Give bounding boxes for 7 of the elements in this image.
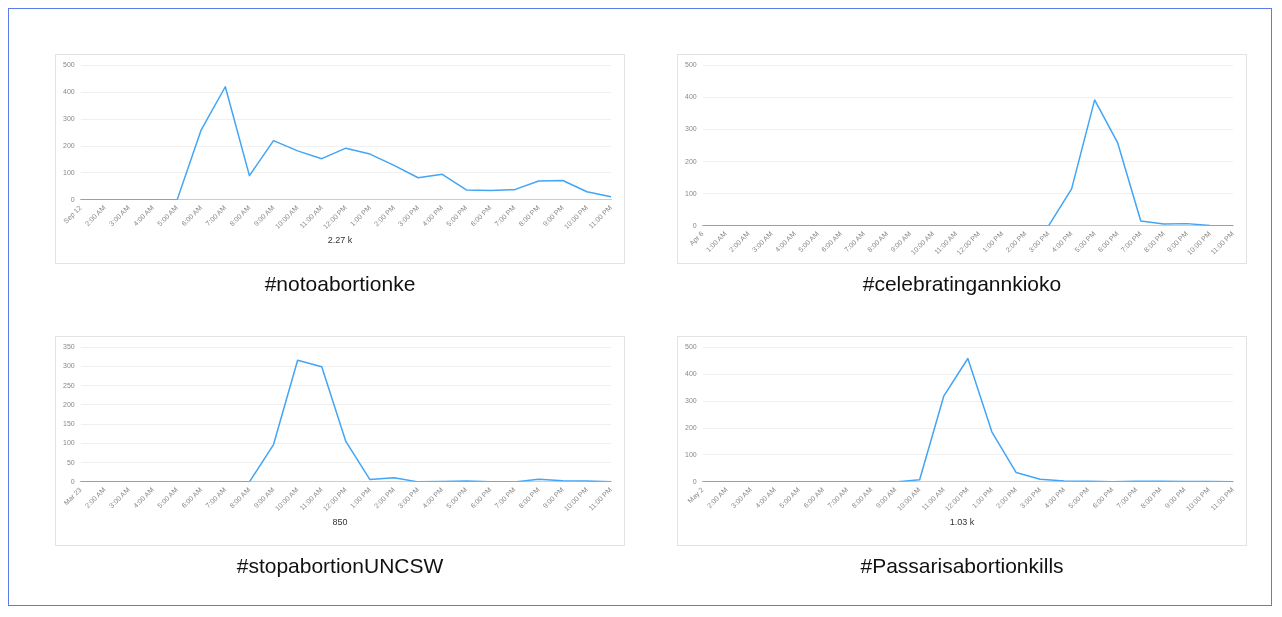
text: 1.03 k [949, 517, 975, 527]
text: #stopabortionUNCSW [236, 554, 444, 578]
text: 2.27 k [327, 235, 353, 245]
text: #celebratingannkioko [862, 272, 1062, 296]
text: #notoabortionke [264, 272, 416, 296]
text: 850 [332, 517, 348, 527]
text: #Passarisabortionkills [860, 554, 1064, 578]
